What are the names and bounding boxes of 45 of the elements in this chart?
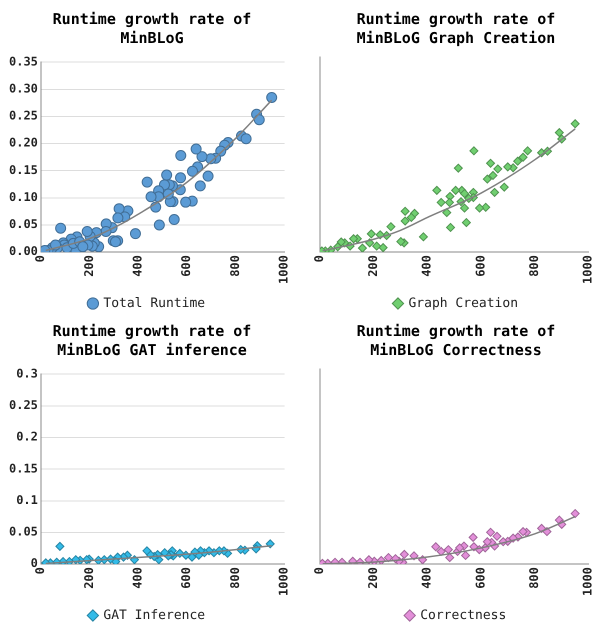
- chart-title: Runtime growth rate of MinBLoG: [52, 10, 252, 49]
- x-tick-label: 800: [228, 567, 242, 589]
- x-tick-label: 1000: [580, 255, 595, 284]
- y-tick-label: 0.10: [8, 190, 38, 204]
- x-tick-label: 600: [473, 567, 488, 589]
- x-tick-label: 0: [33, 567, 48, 574]
- y-tick-label: 0.05: [8, 524, 38, 539]
- x-tick-label: 0: [312, 567, 326, 574]
- x-tick-label: 800: [527, 255, 542, 277]
- x-tick-label: 1000: [580, 567, 595, 596]
- x-tick-label: 200: [366, 567, 380, 589]
- x-tick-label: 0: [33, 255, 48, 262]
- chart-title: Runtime growth rate of MinBLoG Correctness: [356, 322, 556, 361]
- legend-label: Total Runtime: [103, 296, 206, 311]
- y-tick-label: 0.25: [8, 108, 38, 123]
- legend-label: Correctness: [420, 608, 506, 623]
- y-tick-label: 0.05: [8, 217, 38, 232]
- y-tick-label: 0.15: [8, 461, 38, 476]
- x-tick-label: 600: [473, 255, 488, 277]
- y-tick-label: 0.3: [16, 366, 38, 380]
- x-tick-label: 200: [82, 567, 96, 589]
- x-tick-label: 600: [179, 255, 194, 277]
- chart-title: Runtime growth rate of MinBLoG GAT inference: [52, 322, 252, 361]
- x-tick-label: 400: [420, 567, 434, 589]
- y-tick-label: 0.30: [8, 81, 38, 96]
- y-tick-label: 0.15: [8, 162, 38, 177]
- x-tick-label: 800: [228, 255, 242, 277]
- x-tick-label: 400: [420, 255, 434, 277]
- y-tick-label: 0.35: [8, 54, 38, 68]
- chart-title: Runtime growth rate of MinBLoG Graph Creation: [356, 10, 556, 49]
- x-tick-label: 600: [179, 567, 194, 589]
- legend-label: Graph Creation: [408, 296, 518, 311]
- y-tick-label: 0.25: [8, 398, 38, 412]
- x-tick-label: 400: [130, 255, 145, 277]
- y-tick-label: 0.1: [16, 492, 38, 507]
- x-tick-label: 200: [366, 255, 380, 277]
- x-tick-label: 0: [312, 255, 326, 262]
- legend-label: GAT Inference: [103, 608, 206, 623]
- x-tick-label: 400: [130, 567, 145, 589]
- x-tick-label: 1000: [276, 567, 291, 596]
- x-tick-label: 200: [82, 255, 96, 277]
- x-tick-label: 800: [527, 567, 542, 589]
- y-tick-label: 0.2: [16, 430, 38, 444]
- x-tick-label: 1000: [276, 255, 291, 284]
- y-tick-label: 0.20: [8, 136, 38, 150]
